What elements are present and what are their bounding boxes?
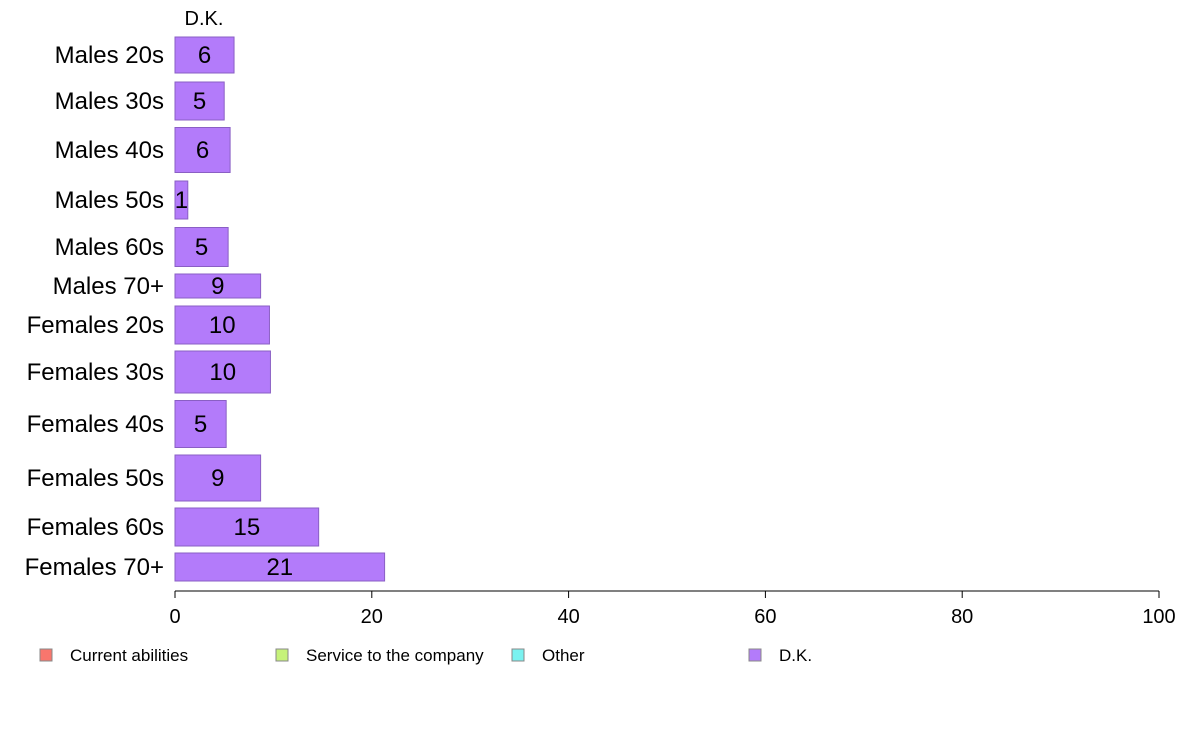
x-axis: 0 20 40 60 80 100 <box>169 590 1176 628</box>
bar <box>174 227 229 267</box>
bar-value-label: 10 <box>209 312 236 339</box>
bar <box>174 36 235 74</box>
bar <box>174 350 271 394</box>
bar <box>174 180 189 220</box>
category-label: Males 40s <box>55 137 164 164</box>
legend-label: Current abilities <box>70 646 188 665</box>
x-tick-label: 60 <box>754 606 776 628</box>
x-tick-label: 100 <box>1142 606 1175 628</box>
category-label: Males 70+ <box>53 273 164 300</box>
category-labels: Males 20s Males 30s Males 40s Males 50s Male… <box>25 42 164 581</box>
category-label: Males 20s <box>55 42 164 69</box>
bar <box>174 127 231 173</box>
bar <box>174 400 227 448</box>
category-label: Females 50s <box>27 465 164 492</box>
category-label: Females 20s <box>27 312 164 339</box>
legend-swatch <box>748 648 762 662</box>
x-tick-label: 80 <box>951 606 973 628</box>
category-label: Males 60s <box>55 234 164 261</box>
category-label: Females 40s <box>27 411 164 438</box>
legend-label: D.K. <box>779 646 812 665</box>
legend-swatch <box>39 648 53 662</box>
x-tick-label: 40 <box>557 606 579 628</box>
legend-label: Service to the company <box>306 646 484 665</box>
x-tick-label: 20 <box>361 606 383 628</box>
category-label: Males 30s <box>55 88 164 115</box>
bar-value-label: 9 <box>211 273 224 300</box>
x-tick-label: 0 <box>169 606 180 628</box>
legend-swatch <box>275 648 289 662</box>
bar <box>174 507 320 547</box>
category-label: Females 30s <box>27 359 164 386</box>
bar-value-label: 9 <box>211 465 224 492</box>
category-label: Females 60s <box>27 514 164 541</box>
bar-value-label: 5 <box>194 411 207 438</box>
bar <box>174 454 262 502</box>
category-label: Males 50s <box>55 187 164 214</box>
series-column-header: D.K. <box>185 8 224 30</box>
bar <box>174 273 262 299</box>
legend-swatch <box>511 648 525 662</box>
legend: Current abilities Service to the company O… <box>39 646 812 665</box>
bar <box>174 81 225 121</box>
legend-label: Other <box>542 646 585 665</box>
category-label: Females 70+ <box>25 554 164 581</box>
bar-value-label: 10 <box>209 359 236 386</box>
bar-value-label: 6 <box>196 137 209 164</box>
bars <box>174 36 386 582</box>
bar-value-label: 5 <box>195 234 208 261</box>
bar <box>174 305 270 345</box>
bar-value-label: 5 <box>193 88 206 115</box>
bar-value-label: 15 <box>233 514 260 541</box>
bar-value-label: 1 <box>175 187 188 214</box>
bar-value-label: 21 <box>266 554 293 581</box>
bar-value-label: 6 <box>198 42 211 69</box>
bar <box>174 552 386 582</box>
